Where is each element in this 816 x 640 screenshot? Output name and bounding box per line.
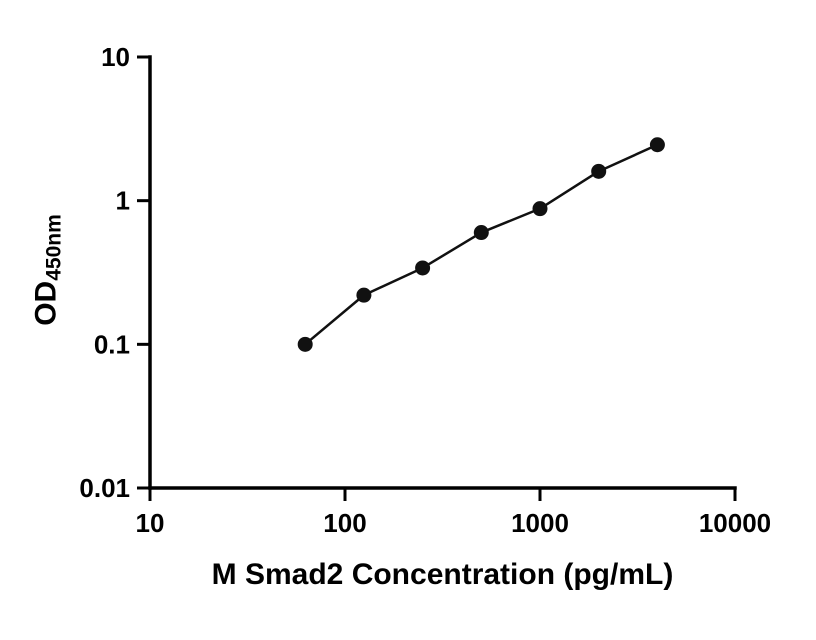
x-tick-label: 10 [136, 508, 165, 538]
y-tick-label: 0.1 [94, 329, 130, 359]
y-axis-title-main: OD [29, 280, 63, 326]
x-tick-label: 100 [323, 508, 366, 538]
x-tick-label: 1000 [511, 508, 569, 538]
data-point [591, 163, 607, 179]
x-tick-label: 10000 [699, 508, 771, 538]
data-point [415, 260, 431, 276]
y-axis-title: OD450nm [30, 214, 67, 326]
data-point [532, 201, 548, 217]
y-tick-label: 1 [116, 186, 130, 216]
y-tick-label: 10 [101, 42, 130, 72]
data-point [649, 137, 665, 153]
data-point [473, 225, 489, 241]
data-point [356, 287, 372, 303]
data-point [297, 336, 313, 352]
x-axis-title: M Smad2 Concentration (pg/mL) [211, 558, 674, 591]
y-axis-title-sub: 450nm [42, 214, 66, 281]
y-tick-label: 0.01 [79, 473, 130, 503]
